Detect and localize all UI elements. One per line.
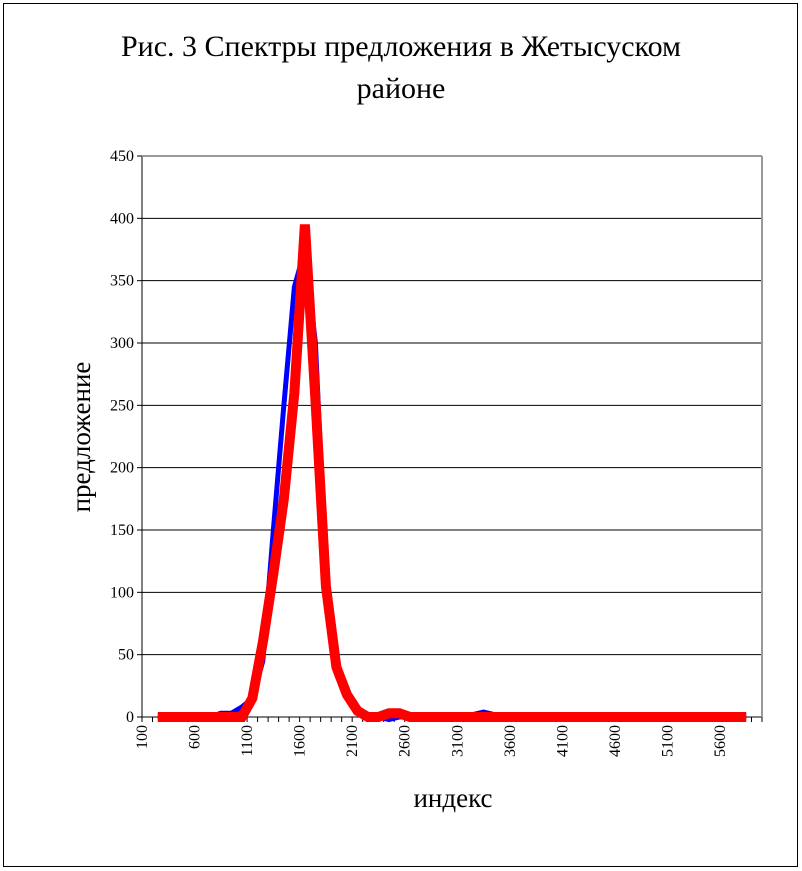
y-tick-label: 450 [110,148,134,165]
gridlines [142,155,762,656]
y-tick-labels: 0 50 100 150 200 250 300 350 400 450 [110,148,134,726]
y-tick-label: 300 [110,335,134,352]
series-line [157,224,747,722]
y-tick-label: 100 [110,584,134,601]
y-tick-label: 0 [126,709,134,726]
y-tick-label: 150 [110,522,134,539]
series-line [157,248,747,723]
axes [137,155,763,722]
y-tick-label: 50 [118,647,134,664]
x-tick-label: 1600 [292,725,309,757]
chart-frame [3,3,798,867]
y-axis-title: предложение [66,362,96,513]
x-tick-label: 3600 [502,725,519,757]
y-tick-label: 250 [110,397,134,414]
x-tick-label: 1100 [239,725,256,756]
x-tick-label: 4600 [607,725,624,757]
x-tick-label: 600 [187,725,204,749]
x-tick-label: 5100 [659,725,676,757]
x-tick-label: 2600 [397,725,414,757]
series-lines [157,224,747,723]
y-tick-label: 400 [110,210,134,227]
x-tick-labels: 100 600 1100 1600 2100 2600 3100 3600 4100 4600 51… [134,725,729,757]
x-tick-label: 4100 [554,725,571,757]
y-tick-label: 350 [110,273,134,290]
x-tick-label: 3100 [449,725,466,757]
x-tick-label: 100 [134,725,151,749]
x-tick-label: 2100 [344,725,361,757]
x-axis-title: индекс [413,783,492,813]
chart-title: Рис. 3 Спектры предложения в Жетысуском … [120,30,682,105]
y-tick-label: 200 [110,460,134,477]
x-tick-label: 5600 [712,725,729,757]
